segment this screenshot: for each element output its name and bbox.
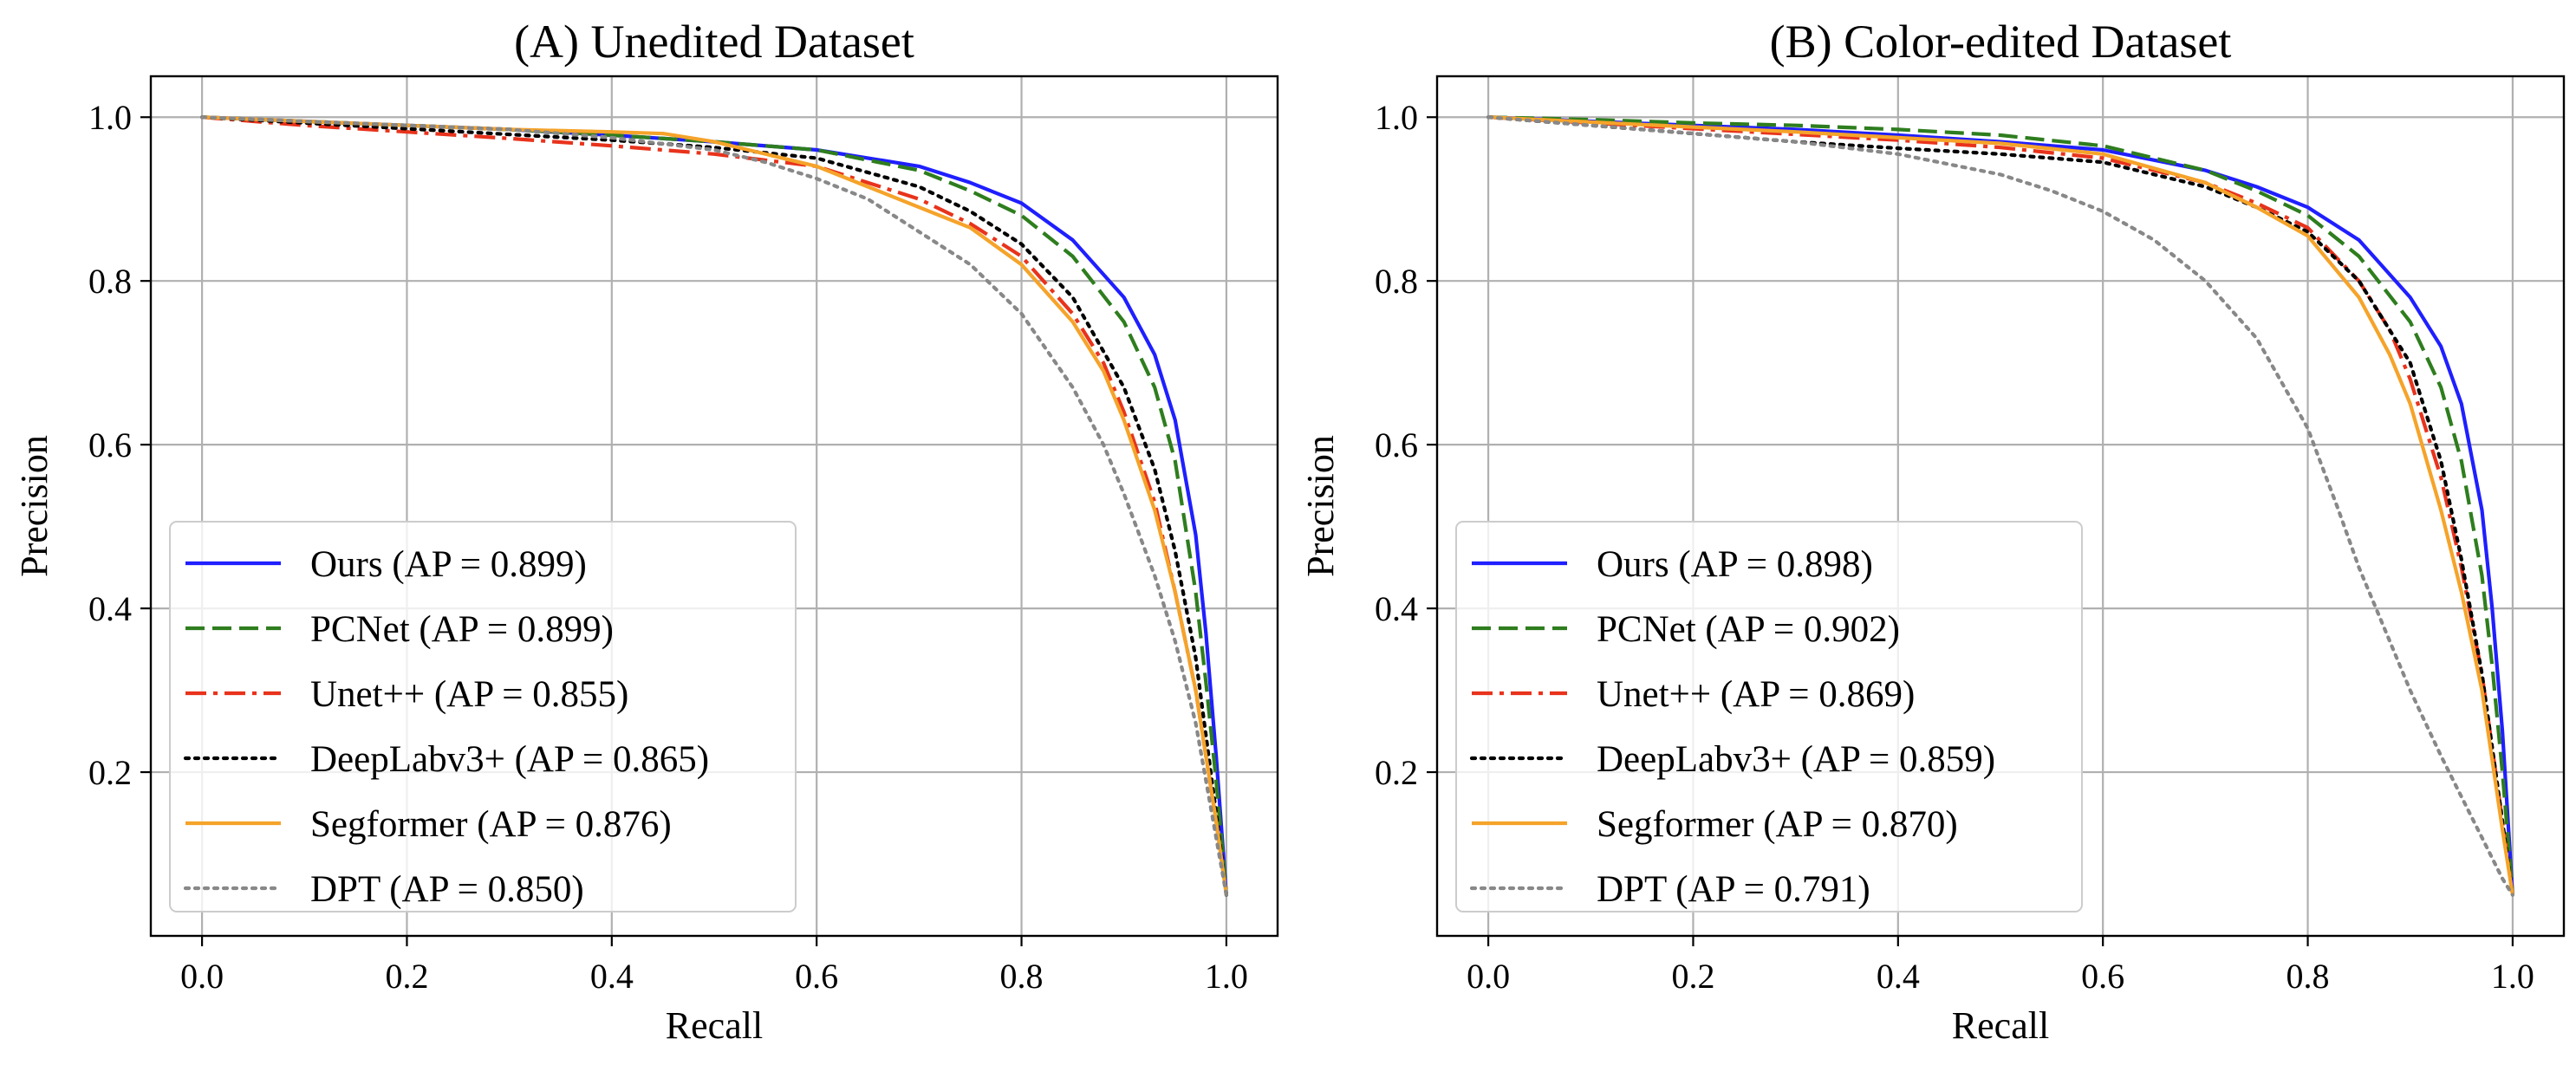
y-tick-label: 0.6 xyxy=(88,425,132,464)
y-tick-label: 1.0 xyxy=(88,98,132,137)
legend-entry: DPT (AP = 0.791) xyxy=(1597,869,1870,910)
legend-entry: Segformer (AP = 0.876) xyxy=(310,804,672,845)
x-tick-label: 0.0 xyxy=(1467,957,1510,996)
series-line-3 xyxy=(200,115,1229,897)
series-lines xyxy=(1486,115,2514,897)
y-axis-label: Precision xyxy=(1299,435,1342,577)
legend-entry: DeepLabv3+ (AP = 0.865) xyxy=(310,739,709,780)
axes-frame xyxy=(149,75,1279,938)
legend-entry: Ours (AP = 0.898) xyxy=(1597,544,1873,585)
y-axis-label: Precision xyxy=(13,435,55,577)
legend-entry: DPT (AP = 0.850) xyxy=(310,869,584,910)
legend-box xyxy=(169,521,797,912)
y-tick-label: 1.0 xyxy=(1375,98,1418,137)
legend-entry: DeepLabv3+ (AP = 0.859) xyxy=(1597,739,1995,780)
axes-frame xyxy=(1435,75,2566,938)
chart-panel-a: 0.0 0.2 0.4 0.6 0.8 1.0 0.2 0.4 0.6 0.8 1.0 (A) Une… xyxy=(13,16,1279,1047)
legend-entry: Segformer (AP = 0.870) xyxy=(1597,804,1958,845)
x-axis-label: Recall xyxy=(1952,1004,2049,1047)
x-tick-label: 0.4 xyxy=(590,957,634,996)
legend-entry: PCNet (AP = 0.899) xyxy=(310,609,614,650)
series-line-2 xyxy=(201,115,1228,896)
legend-entry: Unet++ (AP = 0.869) xyxy=(1597,674,1915,715)
x-tick-label: 0.6 xyxy=(795,957,838,996)
y-tick-label: 0.6 xyxy=(1375,425,1418,464)
legend-entry: Ours (AP = 0.899) xyxy=(310,544,587,585)
legend: Ours (AP = 0.899) PCNet (AP = 0.899) Unet+… xyxy=(169,521,797,912)
legend-box xyxy=(1455,521,2083,912)
y-tick-label: 0.8 xyxy=(88,262,132,301)
x-tick-label: 1.0 xyxy=(2491,957,2534,996)
x-tick-label: 0.8 xyxy=(2287,957,2330,996)
legend-entry: PCNet (AP = 0.902) xyxy=(1597,609,1900,650)
y-tick-label: 0.8 xyxy=(1375,262,1418,301)
x-axis-label: Recall xyxy=(666,1004,763,1047)
x-tick-label: 1.0 xyxy=(1205,957,1248,996)
series-lines xyxy=(200,115,1229,897)
x-tick-label: 0.6 xyxy=(2081,957,2124,996)
series-line-5 xyxy=(1486,115,2514,897)
x-tick-label: 0.4 xyxy=(1877,957,1920,996)
x-tick-label: 0.0 xyxy=(180,957,224,996)
y-tick-label: 0.4 xyxy=(88,589,132,628)
series-line-5 xyxy=(200,115,1229,897)
series-line-4 xyxy=(1487,115,2514,896)
legend: Ours (AP = 0.898) PCNet (AP = 0.902) Unet+… xyxy=(1455,521,2083,912)
series-line-1 xyxy=(202,115,1228,895)
x-tick-label: 0.8 xyxy=(1000,957,1044,996)
chart-panel-b: 0.0 0.2 0.4 0.6 0.8 1.0 0.2 0.4 0.6 0.8 1.0 (B) Col… xyxy=(1299,16,2566,1047)
x-tick-label: 0.2 xyxy=(385,957,428,996)
chart-title: (A) Unedited Dataset xyxy=(514,16,914,68)
series-line-2 xyxy=(1487,115,2514,896)
chart-title: (B) Color-edited Dataset xyxy=(1770,16,2232,68)
y-tick-label: 0.2 xyxy=(1375,753,1418,792)
y-tick-label: 0.4 xyxy=(1375,589,1418,628)
y-tick-label: 0.2 xyxy=(88,753,132,792)
series-line-0 xyxy=(1488,115,2514,895)
legend-entry: Unet++ (AP = 0.855) xyxy=(310,674,628,715)
x-tick-label: 0.2 xyxy=(1671,957,1714,996)
